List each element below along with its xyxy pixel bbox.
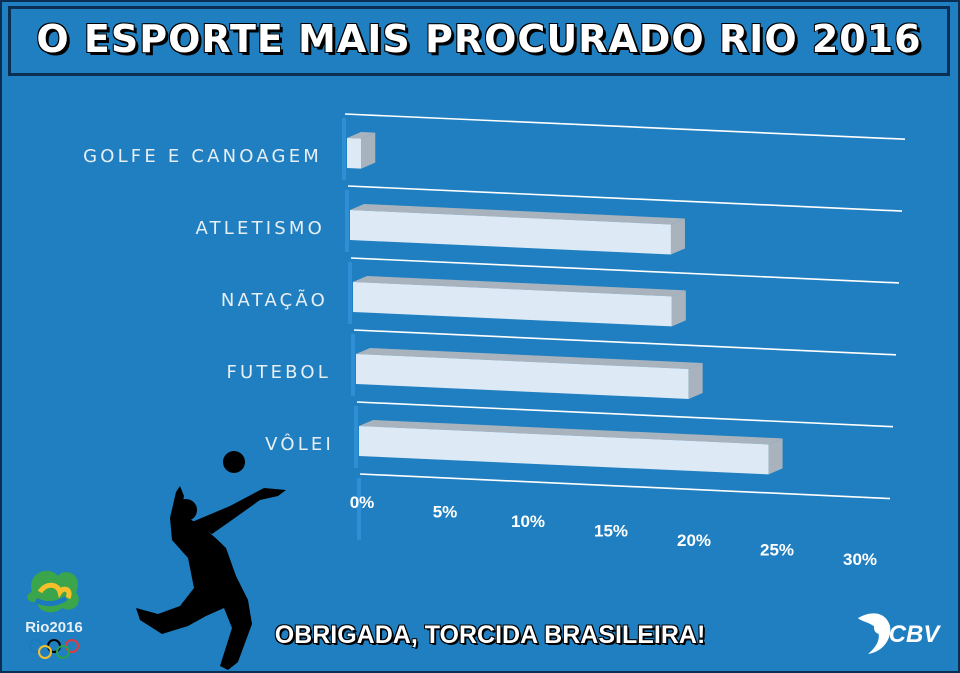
bar-top [347,132,376,139]
category-label: FUTEBOL [226,362,331,383]
category-label: NATAÇÃO [221,289,328,311]
x-tick-label: 25% [760,541,794,560]
chart-title: O ESPORTE MAIS PROCURADO RIO 2016 [36,17,922,61]
bar-side [688,362,703,399]
bar-top [350,204,685,225]
bar [356,354,689,399]
x-tick-label: 20% [677,531,711,550]
category-label: ATLETISMO [195,218,325,239]
volleyball-player-icon [136,451,286,670]
x-tick-label: 0% [350,493,375,512]
side-wall [351,334,355,396]
grid-line [353,329,897,356]
grid-line [347,185,903,212]
bar-side [671,290,686,327]
category-labels: GOLFE E CANOAGEM ATLETISMO NATAÇÃO FUTEBOL V… [83,146,334,455]
bar-side [670,218,685,255]
cbv-logo-text: CBV [889,621,942,648]
side-wall [357,478,361,540]
bar [347,138,362,169]
cbv-logo: CBV [858,613,942,654]
bar-side [361,132,376,169]
side-wall [345,190,349,252]
grid-line [344,113,906,140]
x-tick-label: 30% [843,550,877,569]
category-label: VÔLEI [265,433,334,455]
side-wall [342,118,346,180]
bar [353,282,672,327]
x-tick-label: 5% [433,503,458,522]
grid-line [356,401,894,428]
grid-lines [342,113,906,540]
bar-top [359,420,783,445]
bars [347,132,783,475]
grid-line [350,257,900,284]
side-wall [354,406,358,468]
category-label: GOLFE E CANOAGEM [83,146,322,167]
x-tick-labels: 0% 5% 10% 15% 20% 25% 30% [350,493,877,569]
rio-logo-text: Rio2016 [25,619,83,636]
x-tick-label: 15% [594,522,628,541]
grid-line [359,473,891,500]
bar-side [768,438,783,475]
title-bar: O ESPORTE MAIS PROCURADO RIO 2016 [8,6,950,76]
bar [359,426,769,475]
side-wall [348,262,352,324]
rio-2016-logo: Rio2016 [25,570,83,659]
x-tick-label: 10% [511,512,545,531]
bar-top [356,348,703,369]
bar-top [353,276,686,297]
bar [350,210,671,255]
footer-message: OBRIGADA, TORCIDA BRASILEIRA! [274,621,706,649]
